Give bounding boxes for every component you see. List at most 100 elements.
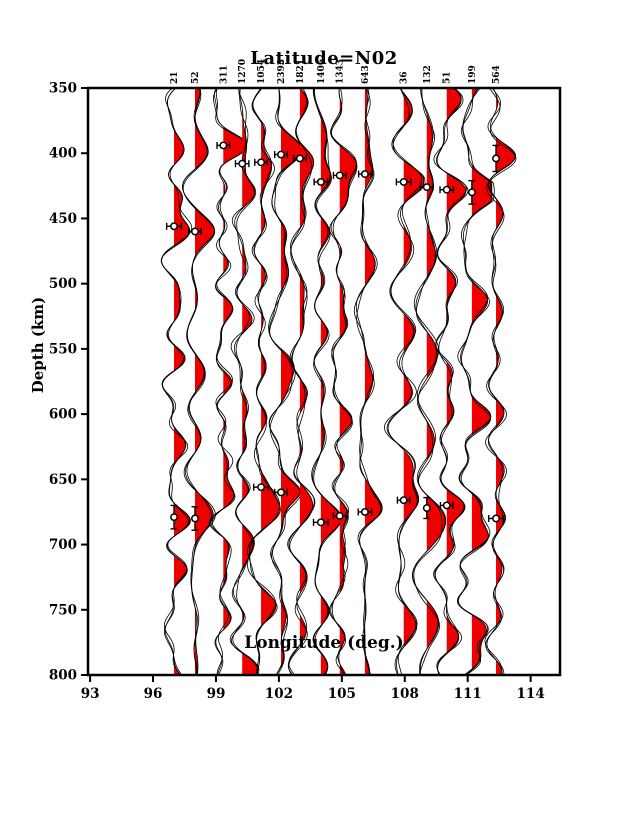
pick-circle [467,188,476,197]
x-tick-label: 111 [454,686,482,702]
pick-circle [257,483,266,492]
y-tick-label: 600 [49,407,77,423]
positive-lobe-fill [471,88,492,675]
trace-count-label: 1821 [296,59,306,84]
trace-count-label: 1054 [257,59,267,84]
trace-count-label: 51 [443,71,453,84]
trace-count-label: 52 [191,71,201,84]
discontinuity-pick [191,506,199,531]
pick-circle [442,501,451,510]
positive-lobe-fill [364,88,383,675]
trace-count-label: 132 [423,65,433,84]
discontinuity-pick [313,177,329,186]
pick-circle [360,170,369,179]
pick-circle [316,518,325,527]
positive-lobe-fill [194,88,215,675]
discontinuity-pick [274,488,288,497]
trace-count-label: 1270 [238,59,248,84]
wiggle-trace [353,88,383,675]
trace-count-label: 1343 [336,59,346,84]
x-tick-label: 93 [81,686,100,702]
trace-layer [160,88,517,675]
wiggle-curve [230,88,260,675]
wiggle-trace [433,88,469,675]
wiggle-curve [268,88,302,675]
pick-circle [492,514,500,523]
x-tick-label: 96 [144,686,163,702]
pick-circle [335,171,344,180]
pick-circle [492,154,500,163]
pick-circle [335,511,344,520]
wiggle-trace [484,88,517,675]
wiggle-curve [208,88,244,675]
wiggle-trace [311,88,342,675]
pick-layer [165,141,505,531]
x-tick-label: 99 [207,686,226,702]
wiggle-curve [356,88,383,675]
y-tick-label: 650 [49,472,77,488]
plot-frame [86,86,562,677]
wiggle-curve [311,88,341,675]
y-tick-label: 550 [49,341,77,357]
wiggle-trace [329,88,358,675]
pick-circle [422,183,431,192]
discontinuity-pick [312,518,329,527]
pick-circle [422,504,431,512]
wiggle-trace [268,88,302,675]
y-tick-label: 350 [49,81,77,97]
wiggle-curve [247,88,281,675]
wiggle-trace [229,88,260,675]
trace-count-label: 2393 [277,59,287,84]
discontinuity-pick [439,501,454,510]
wiggle-curve [486,88,516,675]
wiggle-curve [433,88,467,675]
wiggle-curve [182,88,216,675]
discontinuity-pick [165,222,183,231]
positive-lobe-fill [299,88,314,675]
wiggle-curve [160,88,191,675]
pick-circle [170,513,178,522]
wiggle-curve [268,88,302,675]
wiggle-curve [229,88,258,675]
positive-lobe-fill [403,88,424,675]
trace-count-label: 1406 [317,59,327,84]
wiggle-curve [247,88,281,675]
trace-count-label: 564 [492,65,502,84]
trace-count-label: 21 [170,71,180,84]
y-tick-label: 800 [49,668,77,684]
wiggle-curve [484,88,517,675]
wiggle-curve [211,88,245,675]
wiggle-trace [384,88,426,675]
y-tick-label: 450 [49,211,77,227]
wiggle-curve [458,88,495,675]
trace-count-label: 643 [361,65,371,84]
wiggle-curve [268,88,301,675]
discontinuity-pick [395,177,412,186]
wiggle-trace [287,88,316,675]
discontinuity-pick [419,183,434,192]
axes-layer: 93 96 99 102 105 108 111 114 350 400 450 500 550 600 6… [49,59,545,702]
pick-circle [316,177,325,186]
x-tick-label: 108 [391,686,419,702]
pick-circle [399,496,408,505]
pick-circle [295,154,304,163]
discontinuity-pick [254,158,269,167]
discontinuity-pick [422,496,431,520]
pick-circle [277,488,285,497]
y-tick-label: 700 [49,537,77,553]
y-tick-label: 500 [49,276,77,292]
pick-circle [170,222,178,231]
wiggle-trace [160,88,193,675]
wiggle-trace [208,88,245,675]
positive-lobe-fill [496,88,516,675]
discontinuity-pick [396,496,411,505]
wiggle-curve [161,88,193,675]
discontinuity-pick [274,150,288,159]
discontinuity-pick [439,185,455,194]
wiggle-curve [353,88,382,675]
wiggle-curve [485,88,517,675]
pick-circle [442,185,451,194]
y-tick-label: 400 [49,146,77,162]
wiggle-curve [287,88,316,675]
